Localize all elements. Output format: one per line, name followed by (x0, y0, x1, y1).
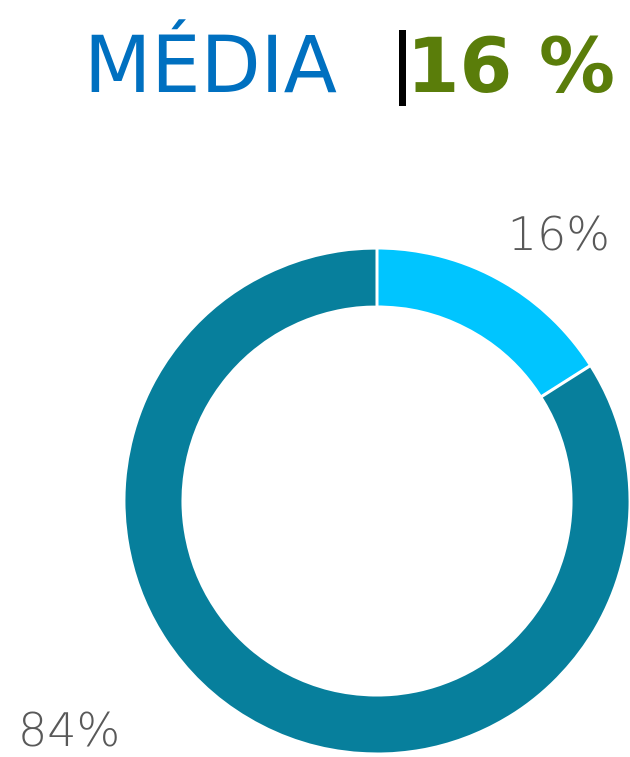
donut-slice (375, 246, 593, 400)
value-label: 16% (508, 207, 610, 261)
donut-slice (122, 246, 630, 756)
separator (399, 30, 406, 106)
value-label: 84% (18, 703, 120, 757)
chart-title: MÉDIA (84, 19, 337, 111)
headline-value: 16 % (407, 21, 615, 110)
